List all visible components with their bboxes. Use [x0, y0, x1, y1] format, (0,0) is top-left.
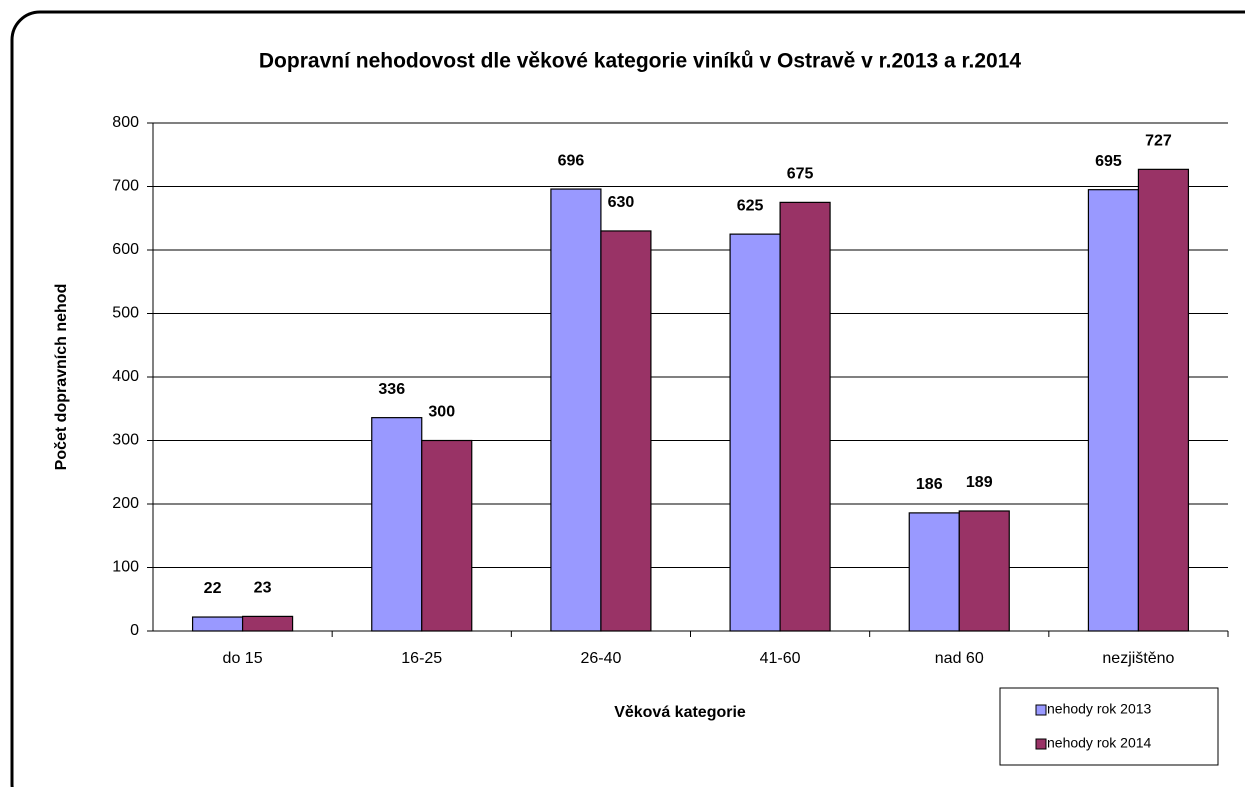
value-label: 189	[966, 474, 993, 491]
value-label: 23	[254, 580, 272, 597]
legend-swatch	[1035, 704, 1047, 716]
bar	[421, 439, 473, 632]
y-tick-label: 800	[112, 114, 139, 131]
x-tick-label: nezjištěno	[1102, 650, 1174, 667]
x-tick-label: 26-40	[580, 650, 621, 667]
bar	[371, 417, 423, 632]
bar	[908, 512, 960, 632]
bar	[958, 510, 1010, 632]
value-label: 336	[378, 381, 405, 398]
value-label: 186	[916, 476, 943, 493]
legend-box	[999, 687, 1219, 766]
value-label: 675	[787, 166, 814, 183]
x-axis-label: Věková kategorie	[614, 704, 746, 721]
y-tick-label: 300	[112, 432, 139, 449]
value-label: 22	[204, 580, 222, 597]
legend-label: nehody rok 2014	[1047, 735, 1152, 751]
bar	[779, 201, 831, 632]
x-tick-label: 41-60	[760, 650, 801, 667]
y-tick-label: 600	[112, 241, 139, 258]
bar	[241, 615, 294, 632]
y-axis-label: Počet dopravních nehod	[53, 284, 70, 471]
chart-frame	[10, 10, 1245, 787]
value-label: 300	[428, 404, 455, 421]
bar	[600, 230, 652, 632]
chart-title: Dopravní nehodovost dle věkové kategorie…	[259, 50, 1022, 73]
value-label: 727	[1145, 133, 1172, 150]
y-tick-label: 0	[130, 622, 139, 639]
y-tick-label: 200	[112, 495, 139, 512]
y-tick-label: 700	[112, 178, 139, 195]
bar	[191, 616, 244, 632]
bar	[1087, 189, 1140, 632]
y-tick-label: 100	[112, 559, 139, 576]
bar	[550, 188, 602, 632]
y-tick-label: 400	[112, 368, 139, 385]
legend-swatch	[1035, 738, 1047, 750]
x-tick-label: nad 60	[935, 650, 984, 667]
value-label: 696	[558, 152, 585, 169]
value-label: 695	[1095, 153, 1122, 170]
y-tick-label: 500	[112, 305, 139, 322]
x-tick-label: 16-25	[401, 650, 442, 667]
bar	[1137, 168, 1190, 632]
value-label: 630	[608, 194, 635, 211]
x-tick-label: do 15	[223, 650, 263, 667]
value-label: 625	[737, 197, 764, 214]
bar	[729, 233, 781, 632]
legend-label: nehody rok 2013	[1047, 701, 1152, 717]
